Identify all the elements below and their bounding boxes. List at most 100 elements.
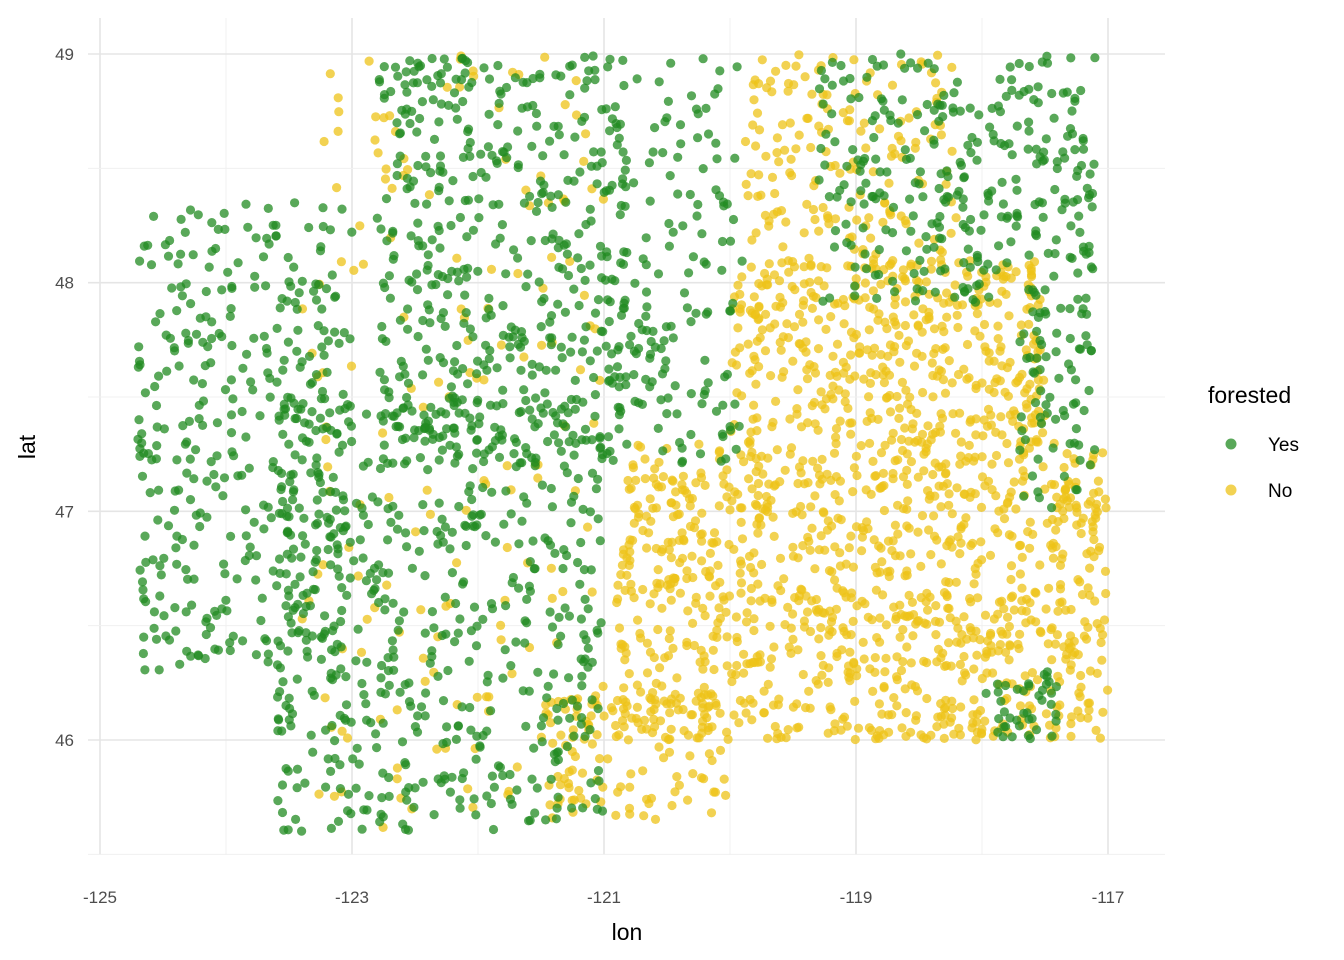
data-point-yes [1039,147,1049,157]
data-point-no [813,425,823,435]
data-point-yes [172,455,182,465]
data-point-yes [539,293,549,304]
data-point-no [1083,583,1093,593]
data-point-no [1069,636,1079,646]
data-point-no [852,671,862,681]
data-point-yes [519,492,529,502]
data-point-yes [384,271,394,281]
data-point-yes [376,673,386,683]
data-point-yes [929,139,939,149]
data-point-no [744,474,754,484]
data-point-yes [378,812,388,822]
data-point-yes [521,395,531,406]
data-point-yes [355,535,365,545]
data-point-yes [458,96,468,107]
data-point-yes [472,435,482,445]
data-point-yes [311,460,321,470]
data-point-yes [700,355,710,365]
data-point-yes [245,542,255,552]
data-point-no [709,528,720,538]
data-point-no [929,324,940,334]
data-point-no [666,724,676,734]
data-point-no [765,662,775,672]
data-point-yes [712,154,722,164]
data-point-yes [1052,163,1062,174]
data-point-no [329,791,339,801]
data-point-yes [486,706,496,716]
data-point-yes [1001,722,1011,732]
data-point-yes [561,239,572,249]
data-point-no [589,418,599,428]
data-point-no [802,607,813,617]
data-point-yes [573,473,583,484]
data-point-no [939,327,949,337]
data-point-yes [673,152,683,162]
data-point-no [373,148,383,158]
data-point-yes [284,591,294,601]
data-point-no [801,337,811,347]
data-point-yes [393,625,403,635]
data-point-no [830,719,840,729]
data-point-no [939,733,949,744]
data-point-yes [417,97,427,107]
data-point-yes [415,453,425,463]
data-point-no [851,522,862,532]
data-point-yes [676,139,686,149]
data-point-yes [263,368,273,378]
data-point-yes [1036,386,1046,396]
data-point-yes [212,451,222,461]
data-point-yes [406,701,416,711]
data-point-no [816,262,826,272]
data-point-no [620,709,630,719]
data-point-yes [413,711,423,721]
data-point-yes [217,331,227,342]
data-point-yes [346,421,356,431]
data-point-no [896,211,906,221]
data-point-no [929,348,939,359]
data-point-no [484,692,494,702]
data-point-yes [405,118,415,129]
data-point-yes [678,221,688,231]
data-point-yes [519,198,530,208]
data-point-yes [521,282,531,292]
data-point-no [698,703,708,713]
data-point-no [854,348,864,358]
data-point-no [349,265,359,275]
data-point-no [709,664,719,675]
data-point-yes [271,231,281,241]
data-point-no [1094,487,1104,497]
data-point-no [947,62,957,72]
data-point-no [952,483,962,493]
data-point-no [828,351,838,361]
data-point-yes [396,356,406,366]
data-point-no [1015,629,1025,639]
data-point-no [725,505,735,515]
data-point-yes [619,80,629,91]
data-point-no [900,320,911,331]
data-point-yes [517,516,527,526]
data-point-yes [375,463,386,474]
data-point-yes [999,707,1010,717]
data-point-no [982,649,992,659]
data-point-no [1079,631,1089,641]
data-point-yes [645,382,655,392]
data-point-yes [371,729,381,739]
data-point-no [1047,623,1057,633]
data-point-no [862,517,872,527]
data-point-no [875,613,885,623]
data-point-yes [185,205,196,215]
data-point-no [1058,549,1068,559]
data-point-yes [897,95,907,105]
data-point-no [623,475,633,486]
data-point-no [745,436,755,446]
data-point-yes [332,540,342,550]
data-point-yes [293,325,303,335]
data-point-yes [151,454,161,464]
data-point-no [940,388,951,398]
data-point-yes [615,372,625,382]
data-point-no [1076,713,1086,723]
data-point-no [997,286,1007,296]
data-point-no [411,527,421,537]
data-point-yes [972,281,982,291]
data-point-no [888,536,898,546]
